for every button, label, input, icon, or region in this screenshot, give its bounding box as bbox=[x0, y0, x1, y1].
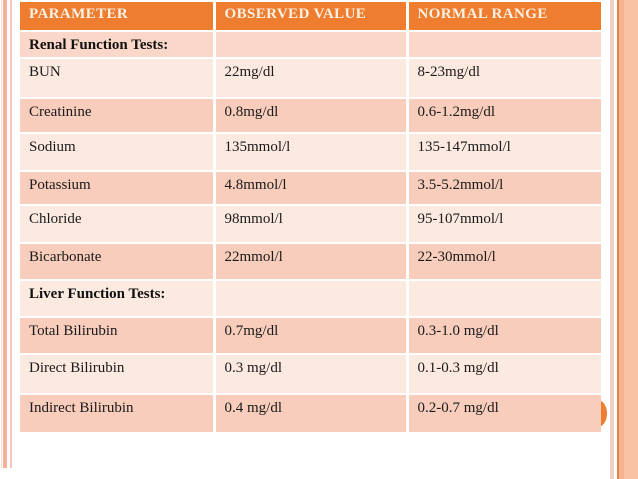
cell-observed: 0.8mg/dl bbox=[214, 98, 409, 134]
column-header-parameter: PARAMETER bbox=[20, 2, 216, 32]
cell-parameter: BUN bbox=[20, 58, 216, 99]
cell-normal: 0.6-1.2mg/dl bbox=[407, 98, 601, 134]
cell-parameter: Indirect Bilirubin bbox=[20, 394, 216, 434]
table-header-row: PARAMETER OBSERVED VALUE NORMAL RANGE bbox=[20, 2, 601, 32]
column-header-observed-value: OBSERVED VALUE bbox=[214, 2, 409, 32]
cell-normal: 8-23mg/dl bbox=[407, 58, 601, 99]
cell-parameter: Potassium bbox=[20, 171, 216, 206]
cell-observed bbox=[214, 31, 409, 59]
table-row-direct-bilirubin: Direct Bilirubin 0.3 mg/dl 0.1-0.3 mg/dl bbox=[20, 354, 601, 395]
cell-normal: 0.1-0.3 mg/dl bbox=[407, 354, 601, 395]
right-border-accent-line bbox=[617, 0, 619, 479]
section-row-renal-function-tests: Renal Function Tests: bbox=[20, 31, 601, 59]
cell-normal: 3.5-5.2mmol/l bbox=[407, 171, 601, 206]
cell-observed: 0.7mg/dl bbox=[214, 317, 409, 355]
lab-results-table: PARAMETER OBSERVED VALUE NORMAL RANGE Re… bbox=[20, 2, 601, 434]
table-row-potassium: Potassium 4.8mmol/l 3.5-5.2mmol/l bbox=[20, 171, 601, 206]
cell-normal: 135-147mmol/l bbox=[407, 133, 601, 172]
cell-observed: 135mmol/l bbox=[214, 133, 409, 172]
section-label: Renal Function Tests: bbox=[20, 31, 216, 59]
cell-observed: 4.8mmol/l bbox=[214, 171, 409, 206]
right-border-pink-stripe bbox=[610, 0, 614, 479]
left-border-thin-stripe bbox=[10, 0, 12, 468]
left-border-outer-line bbox=[1, 0, 2, 468]
cell-observed: 22mg/dl bbox=[214, 58, 409, 99]
table-row-bicarbonate: Bicarbonate 22mmol/l 22-30mmol/l bbox=[20, 243, 601, 281]
right-border-salmon-band bbox=[624, 0, 638, 479]
table-row-creatinine: Creatinine 0.8mg/dl 0.6-1.2mg/dl bbox=[20, 98, 601, 134]
cell-observed: 0.3 mg/dl bbox=[214, 354, 409, 395]
cell-normal bbox=[407, 280, 601, 318]
left-border-salmon-stripe bbox=[3, 0, 7, 468]
decorative-half-circle bbox=[598, 400, 607, 427]
cell-observed: 98mmol/l bbox=[214, 205, 409, 244]
cell-parameter: Bicarbonate bbox=[20, 243, 216, 281]
table-row-bun: BUN 22mg/dl 8-23mg/dl bbox=[20, 58, 601, 99]
cell-normal: 0.2-0.7 mg/dl bbox=[407, 394, 601, 434]
cell-parameter: Total Bilirubin bbox=[20, 317, 216, 355]
right-border-salmon-inner bbox=[619, 0, 624, 479]
cell-parameter: Sodium bbox=[20, 133, 216, 172]
cell-normal: 95-107mmol/l bbox=[407, 205, 601, 244]
table-row-total-bilirubin: Total Bilirubin 0.7mg/dl 0.3-1.0 mg/dl bbox=[20, 317, 601, 355]
cell-normal: 22-30mmol/l bbox=[407, 243, 601, 281]
cell-observed bbox=[214, 280, 409, 318]
cell-observed: 0.4 mg/dl bbox=[214, 394, 409, 434]
section-label: Liver Function Tests: bbox=[20, 280, 216, 318]
cell-parameter: Direct Bilirubin bbox=[20, 354, 216, 395]
cell-parameter: Creatinine bbox=[20, 98, 216, 134]
section-row-liver-function-tests: Liver Function Tests: bbox=[20, 280, 601, 318]
cell-normal bbox=[407, 31, 601, 59]
table-row-chloride: Chloride 98mmol/l 95-107mmol/l bbox=[20, 205, 601, 244]
column-header-normal-range: NORMAL RANGE bbox=[407, 2, 601, 32]
table-row-sodium: Sodium 135mmol/l 135-147mmol/l bbox=[20, 133, 601, 172]
table-row-indirect-bilirubin: Indirect Bilirubin 0.4 mg/dl 0.2-0.7 mg/… bbox=[20, 394, 601, 434]
cell-normal: 0.3-1.0 mg/dl bbox=[407, 317, 601, 355]
cell-parameter: Chloride bbox=[20, 205, 216, 244]
cell-observed: 22mmol/l bbox=[214, 243, 409, 281]
